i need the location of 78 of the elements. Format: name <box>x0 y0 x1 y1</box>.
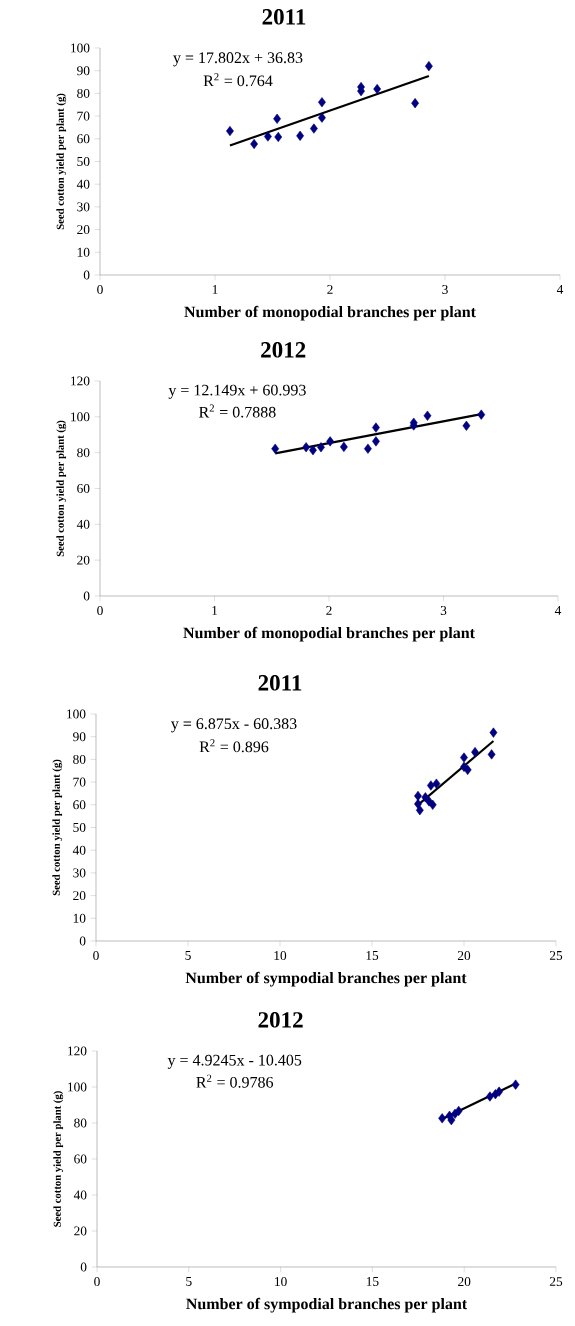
y-tick-label: 40 <box>76 179 90 189</box>
x-tick-label: 20 <box>458 1277 471 1287</box>
y-tick-label: 30 <box>73 868 86 878</box>
x-tick-label: 20 <box>457 951 471 961</box>
x-axis-title: Number of sympodial branches per plant <box>185 971 467 987</box>
y-tick-label: 70 <box>77 111 90 121</box>
y-tick-label: 60 <box>73 800 86 810</box>
y-tick-label: 80 <box>77 88 90 98</box>
y-axis-title: Seed cotton yield per plant (g) <box>56 93 67 230</box>
x-tick-label: 1 <box>212 606 218 615</box>
y-axis-title: Seed cotton yield per plant (g) <box>53 1091 64 1227</box>
y-tick-label: 120 <box>71 376 90 386</box>
x-tick-label: 25 <box>549 1277 563 1286</box>
x-tick-label: 5 <box>185 951 191 960</box>
y-tick-label: 90 <box>77 66 90 76</box>
y-tick-label: 120 <box>68 1046 87 1056</box>
x-tick-label: 15 <box>366 1277 379 1286</box>
y-axis-title: Seed cotton yield per plant (g) <box>56 420 67 557</box>
y-tick-label: 20 <box>73 891 86 901</box>
y-tick-label: 0 <box>80 1262 87 1272</box>
y-tick-label: 30 <box>77 202 90 212</box>
x-axis-title: Number of sympodial branches per plant <box>186 1297 468 1313</box>
annotation: y = 4.9245x - 10.405 <box>167 1054 302 1069</box>
y-tick-label: 0 <box>83 591 90 601</box>
chart-title: 2012 <box>261 342 306 358</box>
y-tick-label: 100 <box>71 412 90 422</box>
x-tick-label: 10 <box>274 951 287 961</box>
annotation: y = 6.875x - 60.383 <box>171 718 297 733</box>
y-tick-label: 20 <box>77 225 90 235</box>
x-tick-label: 1 <box>212 285 218 294</box>
y-tick-label: 100 <box>67 709 86 719</box>
x-axis-title: Number of monopodial branches per plant <box>184 305 476 321</box>
x-tick-label: 2 <box>326 606 332 615</box>
y-tick-label: 20 <box>74 1226 87 1236</box>
x-tick-label: 4 <box>554 606 562 615</box>
y-tick-label: 60 <box>77 134 90 144</box>
annotation: R$^{2}$ = 0.9786 <box>196 1074 274 1088</box>
annotation: R$^{2}$ = 0.764 <box>203 73 273 87</box>
y-tick-label: 10 <box>73 913 86 923</box>
y-axis-title: Seed cotton yield per plant (g) <box>52 759 63 896</box>
y-tick-label: 80 <box>77 448 90 458</box>
y-tick-label: 80 <box>74 1118 87 1128</box>
annotation: R$^{2}$ = 0.7888 <box>199 404 276 418</box>
x-tick-label: 25 <box>549 951 563 960</box>
y-tick-label: 10 <box>77 247 90 257</box>
y-tick-label: 40 <box>76 519 90 529</box>
x-tick-label: 0 <box>94 1277 100 1287</box>
chart-title: 2011 <box>258 675 302 691</box>
x-tick-label: 0 <box>97 606 103 616</box>
annotation: y = 12.149x + 60.993 <box>168 384 306 399</box>
y-tick-label: 60 <box>74 1154 87 1164</box>
chart-title: 2011 <box>262 9 306 25</box>
x-tick-label: 0 <box>97 285 103 295</box>
x-tick-label: 0 <box>93 951 99 961</box>
chart-title: 2012 <box>258 1012 303 1028</box>
y-tick-label: 0 <box>79 936 86 946</box>
y-tick-label: 50 <box>73 822 86 832</box>
x-tick-label: 5 <box>186 1277 192 1286</box>
annotation: y = 17.802x + 36.83 <box>173 52 303 67</box>
y-tick-label: 100 <box>71 43 90 53</box>
x-tick-label: 15 <box>366 951 379 960</box>
y-tick-label: 60 <box>77 483 90 493</box>
x-tick-label: 4 <box>556 285 564 294</box>
x-tick-label: 3 <box>440 606 447 615</box>
x-tick-label: 2 <box>327 285 333 294</box>
y-tick-label: 70 <box>73 777 86 787</box>
y-tick-label: 100 <box>68 1082 87 1092</box>
y-tick-label: 40 <box>73 1190 87 1200</box>
y-tick-label: 80 <box>73 754 86 764</box>
x-tick-label: 3 <box>442 285 448 294</box>
y-tick-label: 90 <box>73 732 86 742</box>
x-axis-title: Number of monopodial branches per plant <box>183 626 475 642</box>
y-tick-label: 40 <box>72 845 86 855</box>
annotation: R$^{2}$ = 0.896 <box>199 739 269 753</box>
y-tick-label: 50 <box>77 156 90 166</box>
x-tick-label: 10 <box>275 1277 287 1287</box>
y-tick-label: 0 <box>83 270 90 280</box>
y-tick-label: 20 <box>77 555 90 565</box>
